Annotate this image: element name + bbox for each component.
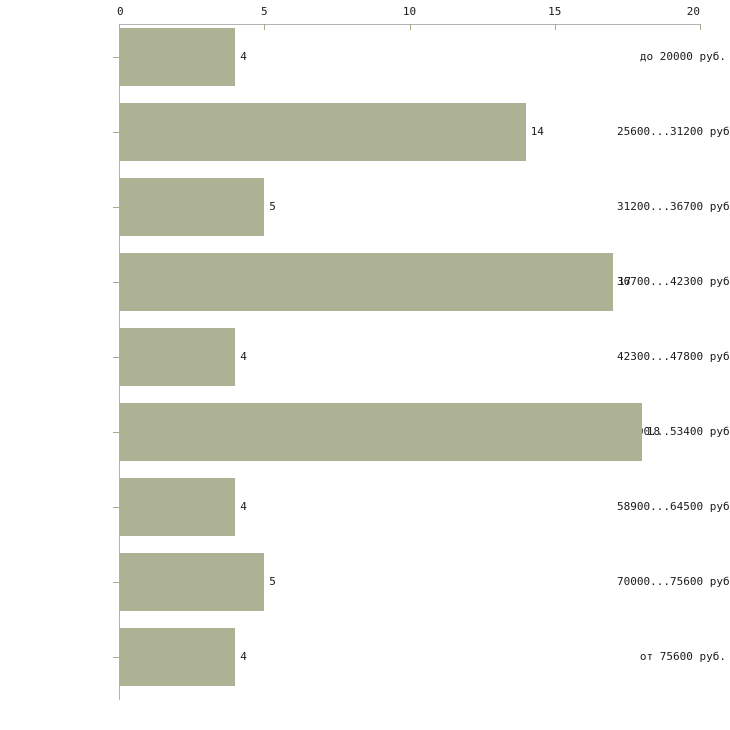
x-axis-tick-label: 20 xyxy=(686,5,700,18)
bar-value-label: 18 xyxy=(646,425,661,438)
bar-value-label: 4 xyxy=(240,500,247,513)
category-label: 25600...31200 руб. xyxy=(617,125,730,138)
x-axis-tick xyxy=(700,24,701,30)
bar-value-label: 5 xyxy=(269,575,276,588)
bar[interactable] xyxy=(119,403,642,461)
x-axis-tick-label: 0 xyxy=(117,5,124,18)
y-axis-tick xyxy=(113,132,119,133)
bar[interactable] xyxy=(119,28,236,86)
bar[interactable] xyxy=(119,478,236,536)
bar[interactable] xyxy=(119,178,265,236)
bar[interactable] xyxy=(119,553,265,611)
y-axis-tick xyxy=(113,207,119,208)
x-axis-tick-label: 15 xyxy=(548,5,562,18)
x-axis-tick xyxy=(409,24,411,30)
y-axis-tick xyxy=(113,507,119,508)
bar-value-label: 4 xyxy=(240,350,247,363)
category-label: 47800...53400 руб. xyxy=(617,425,730,438)
category-label: 31200...36700 руб. xyxy=(617,200,730,213)
x-axis-tick-label: 10 xyxy=(402,5,417,18)
bar[interactable] xyxy=(119,103,526,161)
y-axis-tick xyxy=(113,357,119,358)
bar-value-label: 14 xyxy=(530,125,544,138)
x-axis-tick xyxy=(264,24,266,30)
y-axis-tick xyxy=(113,657,119,658)
category-label: 42300...47800 руб. xyxy=(617,350,730,363)
y-axis-tick xyxy=(113,582,119,583)
y-axis-tick xyxy=(113,432,119,433)
category-label: 36700...42300 руб. xyxy=(617,275,730,288)
bar[interactable] xyxy=(119,253,613,311)
category-label: 70000...75600 руб. xyxy=(617,575,730,588)
bar-value-label: 4 xyxy=(240,50,247,63)
y-axis-tick xyxy=(113,282,119,283)
x-axis-tick xyxy=(554,24,556,30)
category-label: 58900...64500 руб. xyxy=(617,500,730,513)
bar[interactable] xyxy=(119,328,236,386)
x-axis-tick-label: 5 xyxy=(260,5,268,18)
x-axis-tick xyxy=(119,24,120,30)
bar-value-label: 4 xyxy=(240,650,247,663)
bar-value-label: 17 xyxy=(617,275,632,288)
category-label: от 75600 руб. xyxy=(639,650,726,663)
category-label: до 20000 руб. xyxy=(639,50,726,63)
y-axis-tick xyxy=(113,57,119,58)
bar-value-label: 5 xyxy=(269,200,276,213)
bar[interactable] xyxy=(119,628,236,686)
